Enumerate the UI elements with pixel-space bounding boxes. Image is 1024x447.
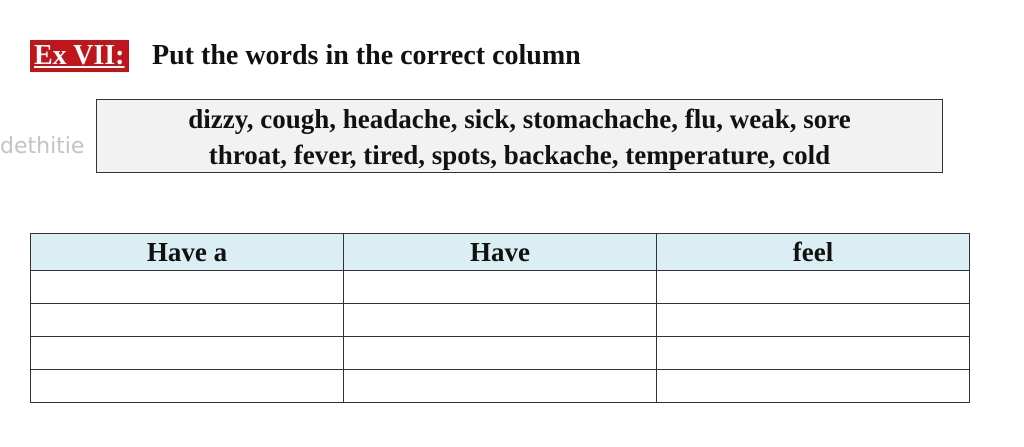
column-header: feel	[656, 233, 970, 271]
instruction: Put the words in the correct column	[152, 40, 581, 71]
column-header: Have a	[30, 233, 344, 271]
answer-cell[interactable]	[30, 369, 344, 403]
exercise-label: Ex VII:	[30, 40, 129, 72]
answer-cell[interactable]	[343, 336, 657, 370]
answer-cell[interactable]	[30, 336, 344, 370]
answer-cell[interactable]	[343, 369, 657, 403]
watermark: dethitie	[0, 134, 85, 159]
answer-cell[interactable]	[656, 369, 970, 403]
answer-table: Have a Have feel	[30, 233, 970, 403]
answer-cell[interactable]	[656, 336, 970, 370]
column-header: Have	[343, 233, 657, 271]
answer-row	[30, 303, 970, 337]
word-line: dizzy, cough, headache, sick, stomachach…	[188, 104, 851, 134]
word-box: dizzy, cough, headache, sick, stomachach…	[96, 99, 943, 173]
answer-cell[interactable]	[656, 270, 970, 304]
answer-cell[interactable]	[30, 270, 344, 304]
answer-cell[interactable]	[343, 303, 657, 337]
answer-cell[interactable]	[30, 303, 344, 337]
answer-cell[interactable]	[656, 303, 970, 337]
answer-row	[30, 369, 970, 403]
answer-row	[30, 336, 970, 370]
answer-cell[interactable]	[343, 270, 657, 304]
header-row: Have a Have feel	[30, 233, 970, 271]
answer-row	[30, 270, 970, 304]
word-line: throat, fever, tired, spots, backache, t…	[208, 140, 831, 170]
